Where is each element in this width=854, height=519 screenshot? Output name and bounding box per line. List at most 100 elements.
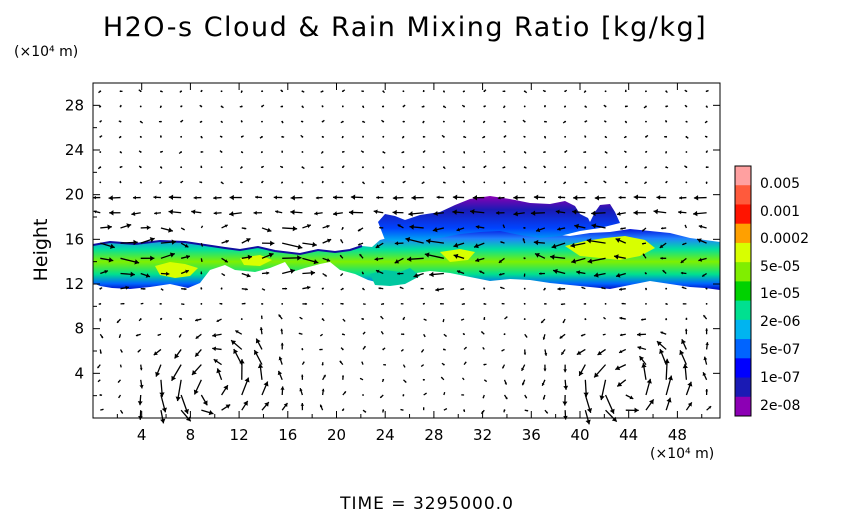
cloud-main-band [93, 227, 720, 290]
wind-arrow [394, 241, 404, 246]
wind-arrow [420, 364, 425, 367]
wind-arrow [348, 209, 364, 216]
wind-arrow [302, 257, 319, 265]
x-tick-label: 8 [186, 426, 196, 444]
wind-arrow [139, 120, 144, 124]
wind-arrow [638, 355, 647, 366]
wind-arrow [483, 181, 486, 184]
wind-arrow [602, 333, 606, 336]
wind-arrow [551, 242, 566, 249]
wind-arrow [200, 302, 203, 305]
wind-arrow [562, 394, 568, 406]
wind-arrow [138, 318, 142, 322]
wind-arrow [273, 195, 283, 200]
wind-arrow [383, 363, 386, 366]
wind-arrow [503, 409, 506, 413]
wind-arrow [642, 253, 647, 259]
wind-arrow [180, 254, 191, 260]
wind-arrow [564, 89, 568, 93]
wind-arrow [562, 120, 567, 124]
wind-arrow [616, 379, 627, 387]
wind-arrow [564, 149, 568, 153]
wind-arrow [408, 211, 424, 217]
wind-arrow [332, 211, 343, 216]
wind-arrow [361, 90, 364, 93]
wind-arrow [160, 239, 177, 245]
colorbar-label: 1e-07 [760, 370, 800, 386]
wind-arrow [604, 90, 607, 93]
wind-arrow [157, 333, 162, 336]
wind-arrow [573, 195, 586, 201]
wind-arrow [601, 287, 606, 290]
wind-arrow [624, 120, 628, 124]
wind-arrow [135, 333, 141, 337]
wind-arrow [301, 105, 305, 109]
y-axis: 4 8 12 16 20 24 28 [65, 96, 720, 397]
wind-arrow [321, 180, 324, 184]
wind-arrow [99, 333, 104, 339]
wind-arrow [230, 339, 243, 350]
wind-arrow [229, 194, 242, 201]
wind-arrow [584, 120, 588, 123]
wind-arrow [255, 338, 263, 350]
colorbar-swatch [735, 300, 751, 321]
wind-arrow [119, 180, 122, 184]
wind-arrow [597, 348, 606, 356]
wind-arrow [684, 89, 688, 93]
wind-arrow [682, 363, 688, 380]
wind-arrow [684, 328, 688, 335]
x-tick-label: 44 [619, 426, 638, 444]
wind-arrow [411, 195, 424, 201]
colorbar-swatch [735, 242, 751, 263]
colorbar-label: 1e-05 [760, 286, 800, 302]
wind-arrow [584, 318, 587, 321]
wind-arrow [503, 181, 506, 184]
wind-arrow [523, 166, 527, 169]
wind-arrow [374, 256, 384, 262]
x-tick-label: 28 [424, 426, 443, 444]
x-unit-label: (×10⁴ m) [650, 446, 715, 462]
wind-arrow [402, 364, 406, 368]
wind-arrow [340, 120, 344, 124]
wind-arrow [108, 195, 121, 201]
wind-arrow [456, 270, 465, 275]
wind-arrow [341, 165, 345, 169]
wind-arrow [583, 379, 589, 397]
wind-arrow [645, 134, 649, 138]
wind-arrow [584, 394, 593, 414]
wind-arrow [704, 135, 708, 138]
wind-arrow [159, 181, 162, 185]
wind-arrow [362, 181, 366, 185]
wind-arrow [552, 268, 566, 275]
wind-arrow [644, 90, 647, 93]
wind-arrow [221, 239, 230, 244]
wind-arrow [131, 211, 141, 217]
wind-arrow [696, 238, 707, 244]
wind-arrow [705, 166, 709, 169]
wind-arrow [460, 288, 465, 291]
chart-title: H2O-s Cloud & Rain Mixing Ratio [kg/kg] [102, 12, 708, 43]
wind-arrow [180, 119, 184, 123]
wind-arrow [221, 224, 229, 229]
wind-arrow [584, 181, 588, 184]
y-unit-label: (×10⁴ m) [14, 44, 79, 60]
wind-arrow [645, 302, 647, 305]
wind-arrow [362, 409, 367, 413]
wind-arrow [99, 394, 103, 396]
wind-arrow [99, 135, 103, 138]
wind-arrow [360, 150, 364, 153]
wind-arrow [524, 409, 529, 412]
wind-arrow [180, 166, 183, 169]
wind-arrow [392, 195, 404, 201]
wind-arrow [483, 379, 488, 383]
colorbar-label: 0.005 [760, 176, 800, 192]
wind-arrow [583, 151, 587, 154]
wind-arrow [240, 90, 243, 93]
wind-arrow [160, 166, 163, 169]
wind-arrow [641, 363, 647, 380]
wind-arrow [200, 225, 204, 229]
wind-arrow [321, 388, 325, 396]
wind-arrow [357, 242, 364, 246]
wind-arrow [603, 120, 607, 123]
y-tick-label: 28 [65, 96, 84, 114]
